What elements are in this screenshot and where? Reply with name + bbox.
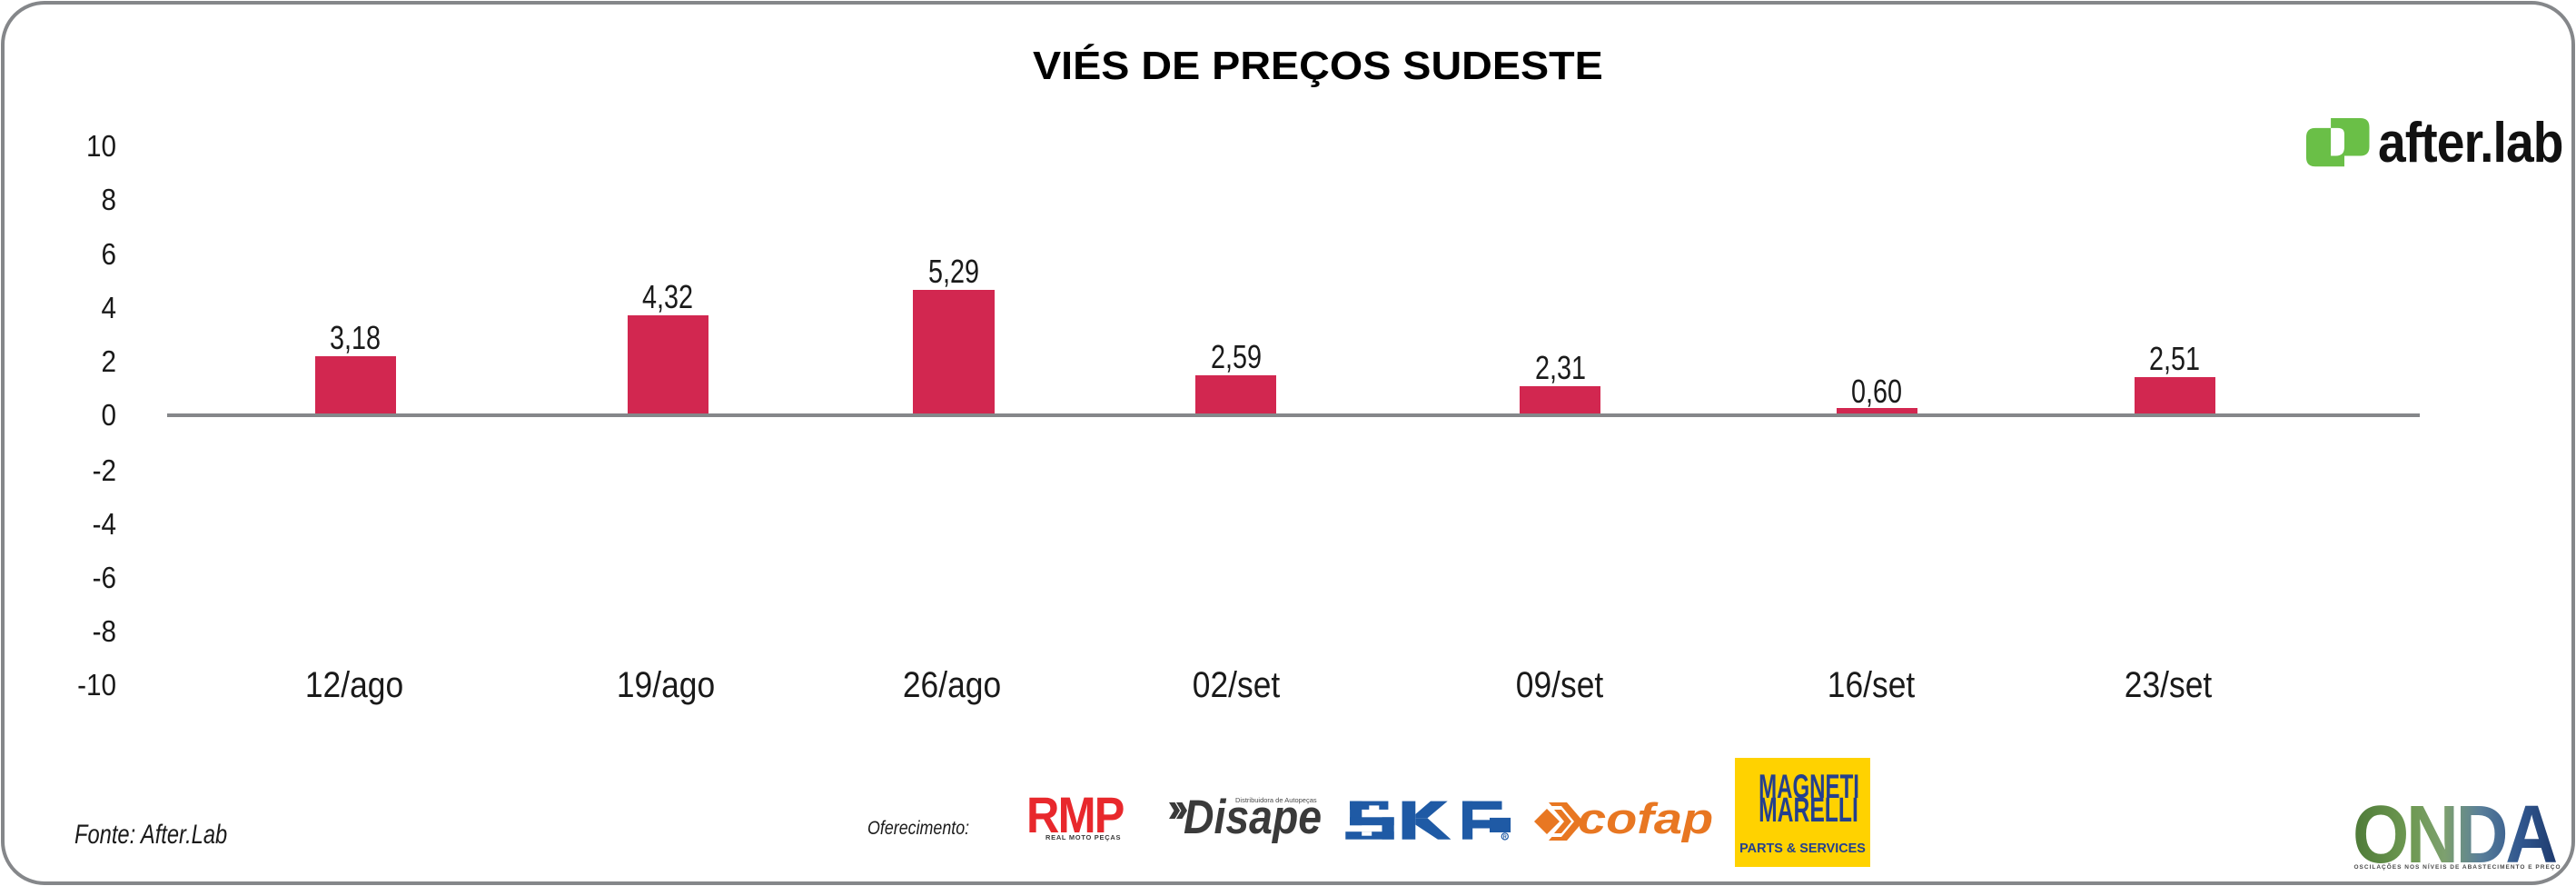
svg-text:R: R — [1503, 834, 1507, 840]
svg-text:ONDA: ONDA — [2353, 800, 2558, 872]
